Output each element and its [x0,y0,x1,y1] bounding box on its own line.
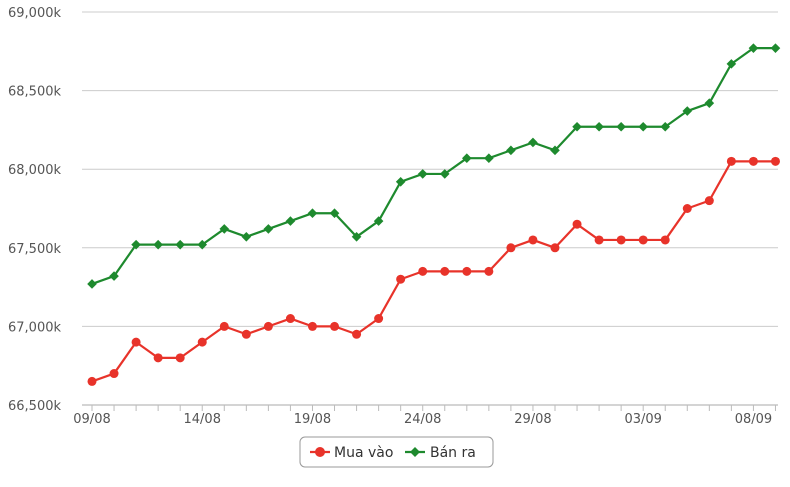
data-point-mua-vao[interactable] [418,266,428,276]
data-point-ban-ra[interactable] [682,106,693,116]
data-point-mua-vao[interactable] [175,353,185,363]
data-point-mua-vao[interactable] [197,337,207,347]
data-point-ban-ra[interactable] [285,216,296,226]
data-point-ban-ra[interactable] [373,216,384,226]
y-tick-label: 67,000k [8,320,61,335]
x-tick-label: 09/08 [73,412,110,427]
data-point-mua-vao[interactable] [131,337,141,347]
data-point-ban-ra[interactable] [241,231,252,242]
data-point-ban-ra[interactable] [197,239,208,250]
grid-lines [82,11,778,406]
data-point-ban-ra[interactable] [263,224,274,234]
data-point-mua-vao[interactable] [748,156,758,166]
data-point-ban-ra[interactable] [417,169,428,179]
x-tick-label: 24/08 [404,412,441,427]
data-point-ban-ra[interactable] [506,145,516,156]
data-point-mua-vao[interactable] [352,329,362,339]
x-tick-label: 08/09 [735,412,772,427]
legend-label-mua-vao[interactable]: Mua vào [334,445,393,461]
y-tick-label: 66,500k [8,399,61,414]
data-point-ban-ra[interactable] [594,121,604,132]
legend-box [299,436,494,468]
data-point-mua-vao[interactable] [638,235,648,245]
data-point-mua-vao[interactable] [307,321,317,331]
series-line-mua-vao [91,160,776,383]
data-point-mua-vao[interactable] [770,156,780,166]
series-group [87,43,781,386]
legend-label-ban-ra[interactable]: Bán ra [430,445,476,461]
series-line-ban-ra [91,47,776,285]
axes: 66,500k 67,000k 67,500k 68,000k 68,500k 69,00… [8,6,778,427]
data-point-mua-vao[interactable] [704,196,714,206]
legend-diamond-icon [410,447,420,457]
data-point-mua-vao[interactable] [726,156,736,166]
y-tick-label: 68,000k [8,163,61,178]
data-point-mua-vao[interactable] [484,266,494,276]
legend[interactable]: Mua vào Bán ra [299,436,494,468]
data-point-mua-vao[interactable] [616,235,626,245]
x-tick-label: 03/09 [624,412,661,427]
data-point-ban-ra[interactable] [219,224,230,234]
data-point-ban-ra[interactable] [638,121,648,132]
data-point-mua-vao[interactable] [506,243,516,253]
data-point-ban-ra[interactable] [770,43,781,53]
data-point-mua-vao[interactable] [87,376,97,386]
data-point-ban-ra[interactable] [131,239,141,250]
y-tick-label: 67,500k [8,242,61,257]
data-point-mua-vao[interactable] [219,321,229,331]
data-point-mua-vao[interactable] [528,235,538,245]
data-point-mua-vao[interactable] [153,353,163,363]
data-point-ban-ra[interactable] [109,271,119,281]
data-point-ban-ra[interactable] [550,145,560,156]
data-point-mua-vao[interactable] [285,314,295,324]
data-point-mua-vao[interactable] [440,266,450,276]
data-point-mua-vao[interactable] [660,235,670,245]
data-point-ban-ra[interactable] [395,176,406,187]
data-point-ban-ra[interactable] [704,98,715,108]
y-tick-label: 69,000k [8,6,61,21]
data-point-mua-vao[interactable] [374,314,384,324]
data-point-ban-ra[interactable] [528,137,538,148]
data-point-ban-ra[interactable] [726,59,737,69]
data-point-ban-ra[interactable] [484,153,494,163]
x-tick-label: 14/08 [184,412,221,427]
data-point-ban-ra[interactable] [572,121,582,132]
x-tick-label: 19/08 [294,412,331,427]
data-point-ban-ra[interactable] [153,239,163,250]
legend-circle-icon [315,447,325,457]
data-point-ban-ra[interactable] [748,43,759,53]
data-point-ban-ra[interactable] [439,169,450,179]
data-point-ban-ra[interactable] [175,239,185,250]
data-point-mua-vao[interactable] [572,219,582,229]
data-point-ban-ra[interactable] [307,208,318,219]
data-point-mua-vao[interactable] [550,243,560,253]
data-point-mua-vao[interactable] [263,321,273,331]
data-point-mua-vao[interactable] [462,266,472,276]
data-point-mua-vao[interactable] [109,369,119,379]
data-point-mua-vao[interactable] [330,321,340,331]
y-tick-label: 68,500k [8,85,61,100]
data-point-ban-ra[interactable] [616,121,626,132]
data-point-ban-ra[interactable] [351,231,362,242]
data-point-mua-vao[interactable] [682,204,692,213]
data-point-ban-ra[interactable] [87,279,97,289]
data-point-ban-ra[interactable] [329,208,340,219]
data-point-mua-vao[interactable] [241,329,251,339]
data-point-ban-ra[interactable] [660,121,671,132]
data-point-mua-vao[interactable] [396,274,406,284]
data-point-mua-vao[interactable] [594,235,604,245]
x-tick-label: 29/08 [514,412,551,427]
data-point-ban-ra[interactable] [462,153,472,163]
